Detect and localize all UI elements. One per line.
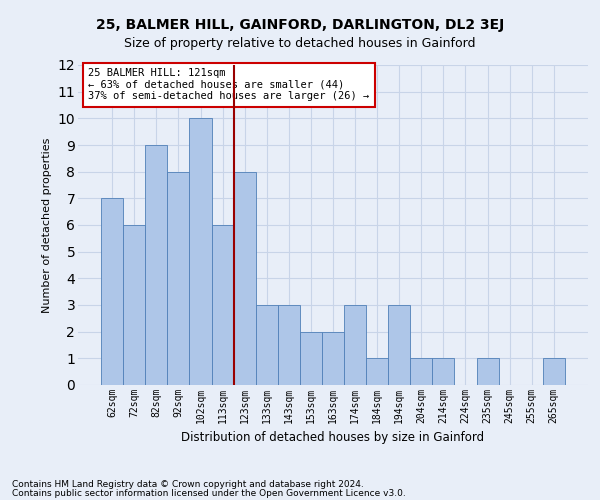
Bar (476, 358, 499, 385)
Bar (145, 145, 167, 385)
Bar (167, 172, 190, 385)
Bar (388, 305, 410, 385)
Bar (101, 198, 123, 385)
Bar (410, 358, 433, 385)
Bar (433, 358, 454, 385)
Bar (543, 358, 565, 385)
Bar (300, 332, 322, 385)
Text: Contains HM Land Registry data © Crown copyright and database right 2024.: Contains HM Land Registry data © Crown c… (12, 480, 364, 489)
Bar (212, 225, 233, 385)
Text: Contains public sector information licensed under the Open Government Licence v3: Contains public sector information licen… (12, 488, 406, 498)
Bar (190, 118, 212, 385)
Bar (366, 358, 388, 385)
Bar (123, 225, 145, 385)
Text: Size of property relative to detached houses in Gainford: Size of property relative to detached ho… (124, 38, 476, 51)
Bar (322, 332, 344, 385)
X-axis label: Distribution of detached houses by size in Gainford: Distribution of detached houses by size … (181, 432, 485, 444)
Bar (344, 305, 366, 385)
Bar (256, 305, 278, 385)
Y-axis label: Number of detached properties: Number of detached properties (42, 138, 52, 312)
Text: 25, BALMER HILL, GAINFORD, DARLINGTON, DL2 3EJ: 25, BALMER HILL, GAINFORD, DARLINGTON, D… (96, 18, 504, 32)
Text: 25 BALMER HILL: 121sqm
← 63% of detached houses are smaller (44)
37% of semi-det: 25 BALMER HILL: 121sqm ← 63% of detached… (88, 68, 370, 102)
Bar (233, 172, 256, 385)
Bar (278, 305, 300, 385)
